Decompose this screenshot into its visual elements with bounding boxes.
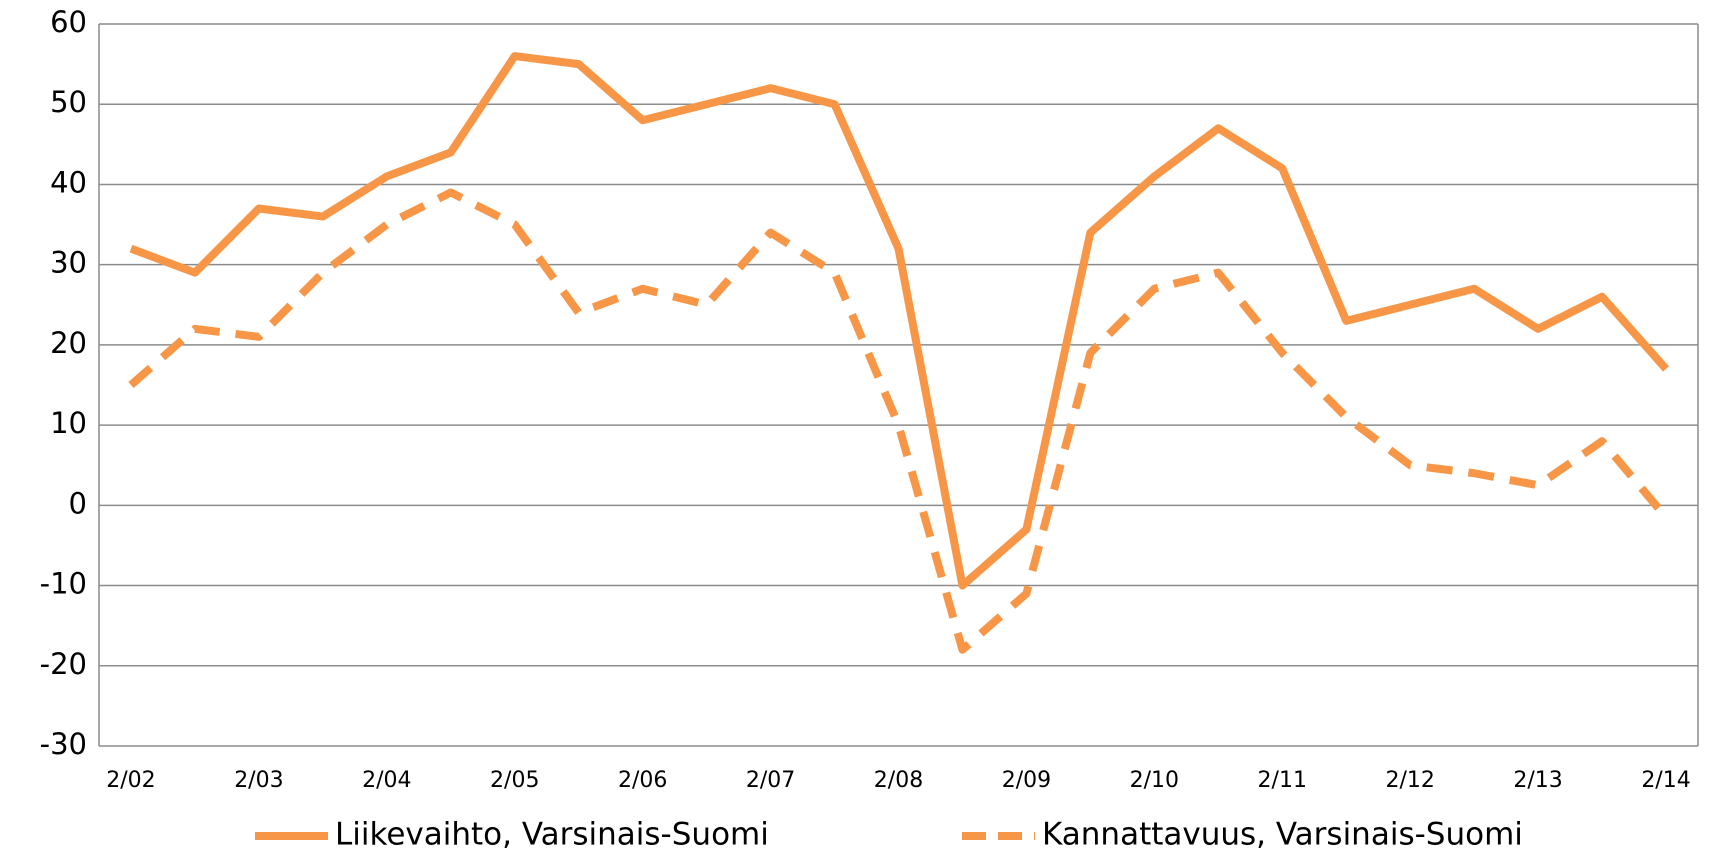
x-tick-label: 2/13 <box>1513 768 1562 793</box>
x-tick-label: 2/02 <box>106 768 155 793</box>
x-tick-label: 2/09 <box>1002 768 1051 793</box>
y-tick-label: 0 <box>69 486 87 520</box>
y-tick-label: 10 <box>50 406 87 440</box>
line-series <box>129 52 1670 590</box>
x-tick-label: 2/08 <box>874 768 923 793</box>
x-tick-label: 2/10 <box>1130 768 1179 793</box>
y-tick-label: 40 <box>50 165 87 199</box>
x-tick-label: 2/11 <box>1258 768 1307 793</box>
y-tick-label: -30 <box>40 727 87 761</box>
y-tick-label: 50 <box>50 85 87 119</box>
x-tick-label: 2/14 <box>1641 768 1690 793</box>
x-tick-label: 2/05 <box>490 768 539 793</box>
y-tick-label: -10 <box>40 567 87 601</box>
y-tick-label: 20 <box>50 326 87 360</box>
x-tick-label: 2/04 <box>362 768 411 793</box>
line-series <box>128 188 1670 654</box>
x-tick-label: 2/12 <box>1385 768 1434 793</box>
x-tick-label: 2/03 <box>234 768 283 793</box>
x-tick-label: 2/07 <box>746 768 795 793</box>
legend-label: Kannattavuus, Varsinais-Suomi <box>1042 817 1523 853</box>
y-tick-label: -20 <box>40 647 87 681</box>
legend-label: Liikevaihto, Varsinais-Suomi <box>335 817 769 853</box>
y-tick-label: 30 <box>50 246 87 280</box>
x-tick-label: 2/06 <box>618 768 667 793</box>
y-tick-label: 60 <box>50 5 87 39</box>
